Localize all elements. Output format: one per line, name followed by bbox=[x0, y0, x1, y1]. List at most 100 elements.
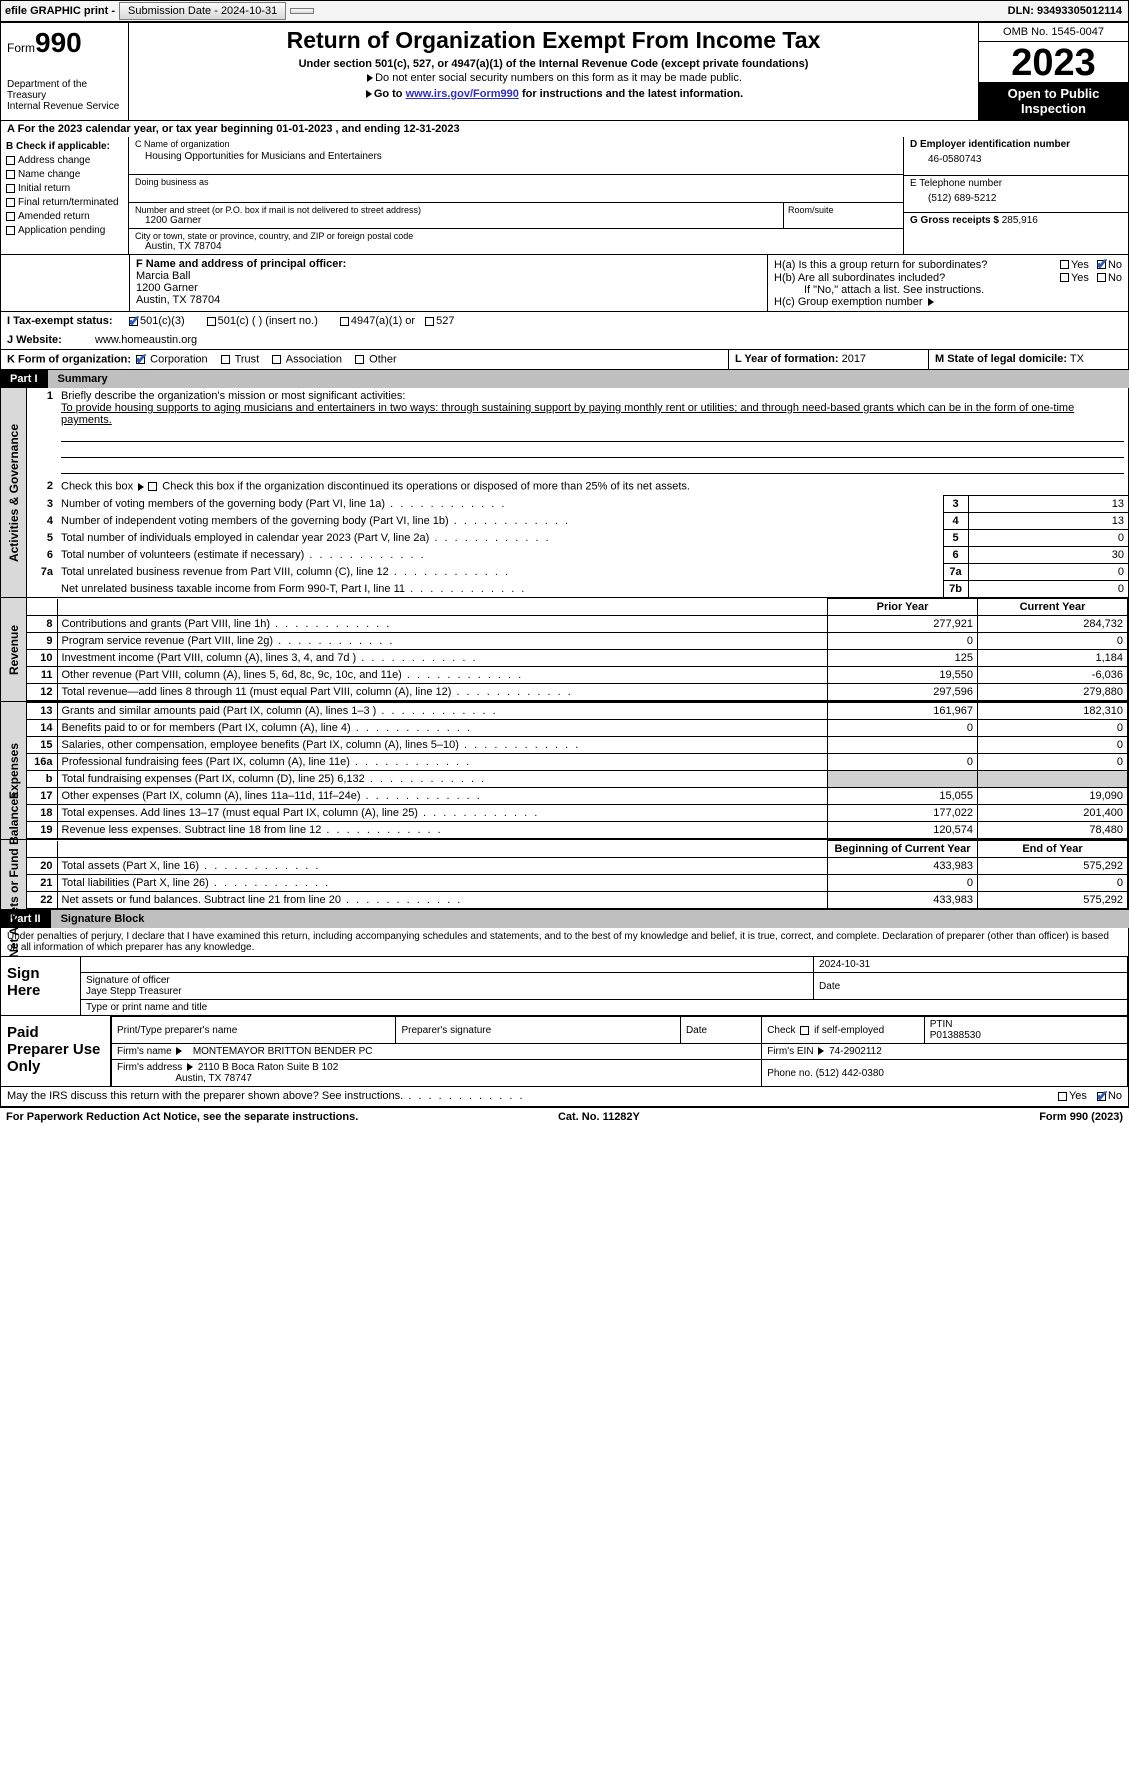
ein-value: 46-0580743 bbox=[910, 150, 1122, 165]
assoc-check[interactable] bbox=[270, 353, 283, 366]
expenses-section: Expenses 13Grants and similar amounts pa… bbox=[0, 702, 1129, 840]
street-value: 1200 Garner bbox=[135, 215, 777, 226]
hb-label: H(b) Are all subordinates included? bbox=[774, 272, 1058, 284]
527-check[interactable] bbox=[423, 315, 436, 328]
self-employed-check[interactable] bbox=[798, 1024, 811, 1037]
trust-check[interactable] bbox=[219, 353, 232, 366]
row-i: I Tax-exempt status: 501(c)(3) 501(c) ( … bbox=[0, 312, 1129, 331]
4947-check[interactable] bbox=[338, 315, 351, 328]
type-name-label: Type or print name and title bbox=[81, 1000, 1128, 1016]
q1-label: Briefly describe the organization's miss… bbox=[61, 390, 405, 402]
part1-header: Part I Summary bbox=[0, 370, 1129, 388]
expense-row: bTotal fundraising expenses (Part IX, co… bbox=[27, 771, 1128, 788]
sign-here-label: Sign Here bbox=[1, 957, 81, 1015]
revenue-row: 12Total revenue—add lines 8 through 11 (… bbox=[27, 684, 1128, 701]
page-footer: For Paperwork Reduction Act Notice, see … bbox=[0, 1107, 1129, 1126]
top-bar: efile GRAPHIC print - Submission Date - … bbox=[0, 0, 1129, 22]
box-m: M State of legal domicile: TX bbox=[928, 350, 1128, 369]
opt-address-change[interactable]: Address change bbox=[6, 154, 123, 168]
gross-label: G Gross receipts $ bbox=[910, 215, 999, 226]
hc-label: H(c) Group exemption number bbox=[774, 296, 1122, 308]
gross-value: 285,916 bbox=[1002, 215, 1038, 226]
ptin-cell: PTINP01388530 bbox=[924, 1017, 1127, 1044]
opt-application-pending[interactable]: Application pending bbox=[6, 224, 123, 238]
side-revenue: Revenue bbox=[1, 598, 27, 701]
footer-right: Form 990 (2023) bbox=[1039, 1111, 1123, 1123]
side-activities: Activities & Governance bbox=[1, 388, 27, 597]
phone-label: E Telephone number bbox=[910, 178, 1122, 189]
netasset-row: 20Total assets (Part X, line 16)433,9835… bbox=[27, 858, 1128, 875]
revenue-row: 10Investment income (Part VIII, column (… bbox=[27, 650, 1128, 667]
prep-name-label: Print/Type preparer's name bbox=[112, 1017, 396, 1044]
opt-amended-return[interactable]: Amended return bbox=[6, 210, 123, 224]
sig-officer-label: Signature of officerJaye Stepp Treasurer bbox=[81, 973, 814, 1000]
side-netassets: Net Assets or Fund Balances bbox=[1, 840, 27, 909]
tax-period: A For the 2023 calendar year, or tax yea… bbox=[0, 121, 1129, 137]
revenue-section: Revenue Prior Year Current Year 8Contrib… bbox=[0, 598, 1129, 702]
discuss-no-check[interactable] bbox=[1095, 1090, 1108, 1103]
firm-addr-cell: Firm's address 2110 B Boca Raton Suite B… bbox=[112, 1060, 762, 1087]
officer-city: Austin, TX 78704 bbox=[136, 294, 761, 306]
revenue-row: 9Program service revenue (Part VIII, lin… bbox=[27, 633, 1128, 650]
header-left: Form990 Department of the Treasury Inter… bbox=[1, 23, 129, 120]
efile-label: efile GRAPHIC print - bbox=[5, 5, 115, 17]
website-label: J Website: bbox=[7, 334, 95, 346]
ha-label: H(a) Is this a group return for subordin… bbox=[774, 259, 1058, 271]
hb-yes-check[interactable] bbox=[1058, 271, 1071, 284]
netasset-row: 21Total liabilities (Part X, line 26)00 bbox=[27, 875, 1128, 892]
blank-button[interactable] bbox=[290, 8, 314, 14]
firm-phone-cell: Phone no. (512) 442-0380 bbox=[762, 1060, 1128, 1087]
hb-no-check[interactable] bbox=[1095, 271, 1108, 284]
gov-row: Net unrelated business taxable income fr… bbox=[27, 581, 1128, 598]
city-value: Austin, TX 78704 bbox=[135, 241, 897, 252]
ein-label: D Employer identification number bbox=[910, 139, 1122, 150]
q1-text: To provide housing supports to aging mus… bbox=[61, 402, 1074, 426]
part2-title: Signature Block bbox=[51, 910, 1129, 928]
form-number: Form990 bbox=[7, 27, 122, 59]
box-h: H(a) Is this a group return for subordin… bbox=[768, 255, 1128, 311]
irs-link[interactable]: www.irs.gov/Form990 bbox=[406, 88, 519, 100]
declaration-text: Under penalties of perjury, I declare th… bbox=[0, 928, 1129, 957]
city-label: City or town, state or province, country… bbox=[135, 231, 897, 241]
header-sub1: Under section 501(c), 527, or 4947(a)(1)… bbox=[135, 58, 972, 70]
firm-name-cell: Firm's name MONTEMAYOR BRITTON BENDER PC bbox=[112, 1044, 762, 1060]
form-org-label: K Form of organization: bbox=[7, 353, 131, 365]
expense-row: 14Benefits paid to or for members (Part … bbox=[27, 720, 1128, 737]
officer-name: Marcia Ball bbox=[136, 270, 761, 282]
begin-year-header: Beginning of Current Year bbox=[828, 841, 978, 858]
ha-yes-check[interactable] bbox=[1058, 258, 1071, 271]
box-k: K Form of organization: Corporation Trus… bbox=[1, 350, 728, 369]
header-right: OMB No. 1545-0047 2023 Open to Public In… bbox=[978, 23, 1128, 120]
block-bcdeg: B Check if applicable: Address change Na… bbox=[0, 137, 1129, 255]
street-label: Number and street (or P.O. box if mail i… bbox=[135, 205, 777, 215]
ha-no-check[interactable] bbox=[1095, 258, 1108, 271]
header-mid: Return of Organization Exempt From Incom… bbox=[129, 23, 978, 120]
q2-text: Check this box Check this box if the org… bbox=[57, 478, 1128, 496]
org-name-label: C Name of organization bbox=[135, 139, 897, 149]
expense-row: 16aProfessional fundraising fees (Part I… bbox=[27, 754, 1128, 771]
sig-date: 2024-10-31 bbox=[814, 957, 1128, 973]
officer-label: F Name and address of principal officer: bbox=[136, 258, 761, 270]
end-year-header: End of Year bbox=[978, 841, 1128, 858]
row-j: J Website: www.homeaustin.org bbox=[0, 331, 1129, 350]
block-fh: F Name and address of principal officer:… bbox=[0, 255, 1129, 312]
form-header: Form990 Department of the Treasury Inter… bbox=[0, 22, 1129, 121]
discuss-yes-check[interactable] bbox=[1056, 1090, 1069, 1103]
corp-check[interactable] bbox=[134, 353, 147, 366]
form-word: Form bbox=[7, 41, 35, 55]
box-l: L Year of formation: 2017 bbox=[728, 350, 928, 369]
opt-name-change[interactable]: Name change bbox=[6, 168, 123, 182]
netasset-row: 22Net assets or fund balances. Subtract … bbox=[27, 892, 1128, 909]
opt-final-return[interactable]: Final return/terminated bbox=[6, 196, 123, 210]
dept-label: Department of the Treasury Internal Reve… bbox=[7, 59, 122, 112]
box-c: C Name of organization Housing Opportuni… bbox=[129, 137, 903, 254]
opt-initial-return[interactable]: Initial return bbox=[6, 182, 123, 196]
other-check[interactable] bbox=[353, 353, 366, 366]
form-990: 990 bbox=[35, 27, 82, 58]
expense-row: 19Revenue less expenses. Subtract line 1… bbox=[27, 822, 1128, 839]
501c3-check[interactable] bbox=[127, 315, 140, 328]
q2-check[interactable] bbox=[146, 480, 159, 493]
prior-year-header: Prior Year bbox=[828, 599, 978, 616]
submission-date-button[interactable]: Submission Date - 2024-10-31 bbox=[119, 2, 286, 20]
501c-check[interactable] bbox=[205, 315, 218, 328]
